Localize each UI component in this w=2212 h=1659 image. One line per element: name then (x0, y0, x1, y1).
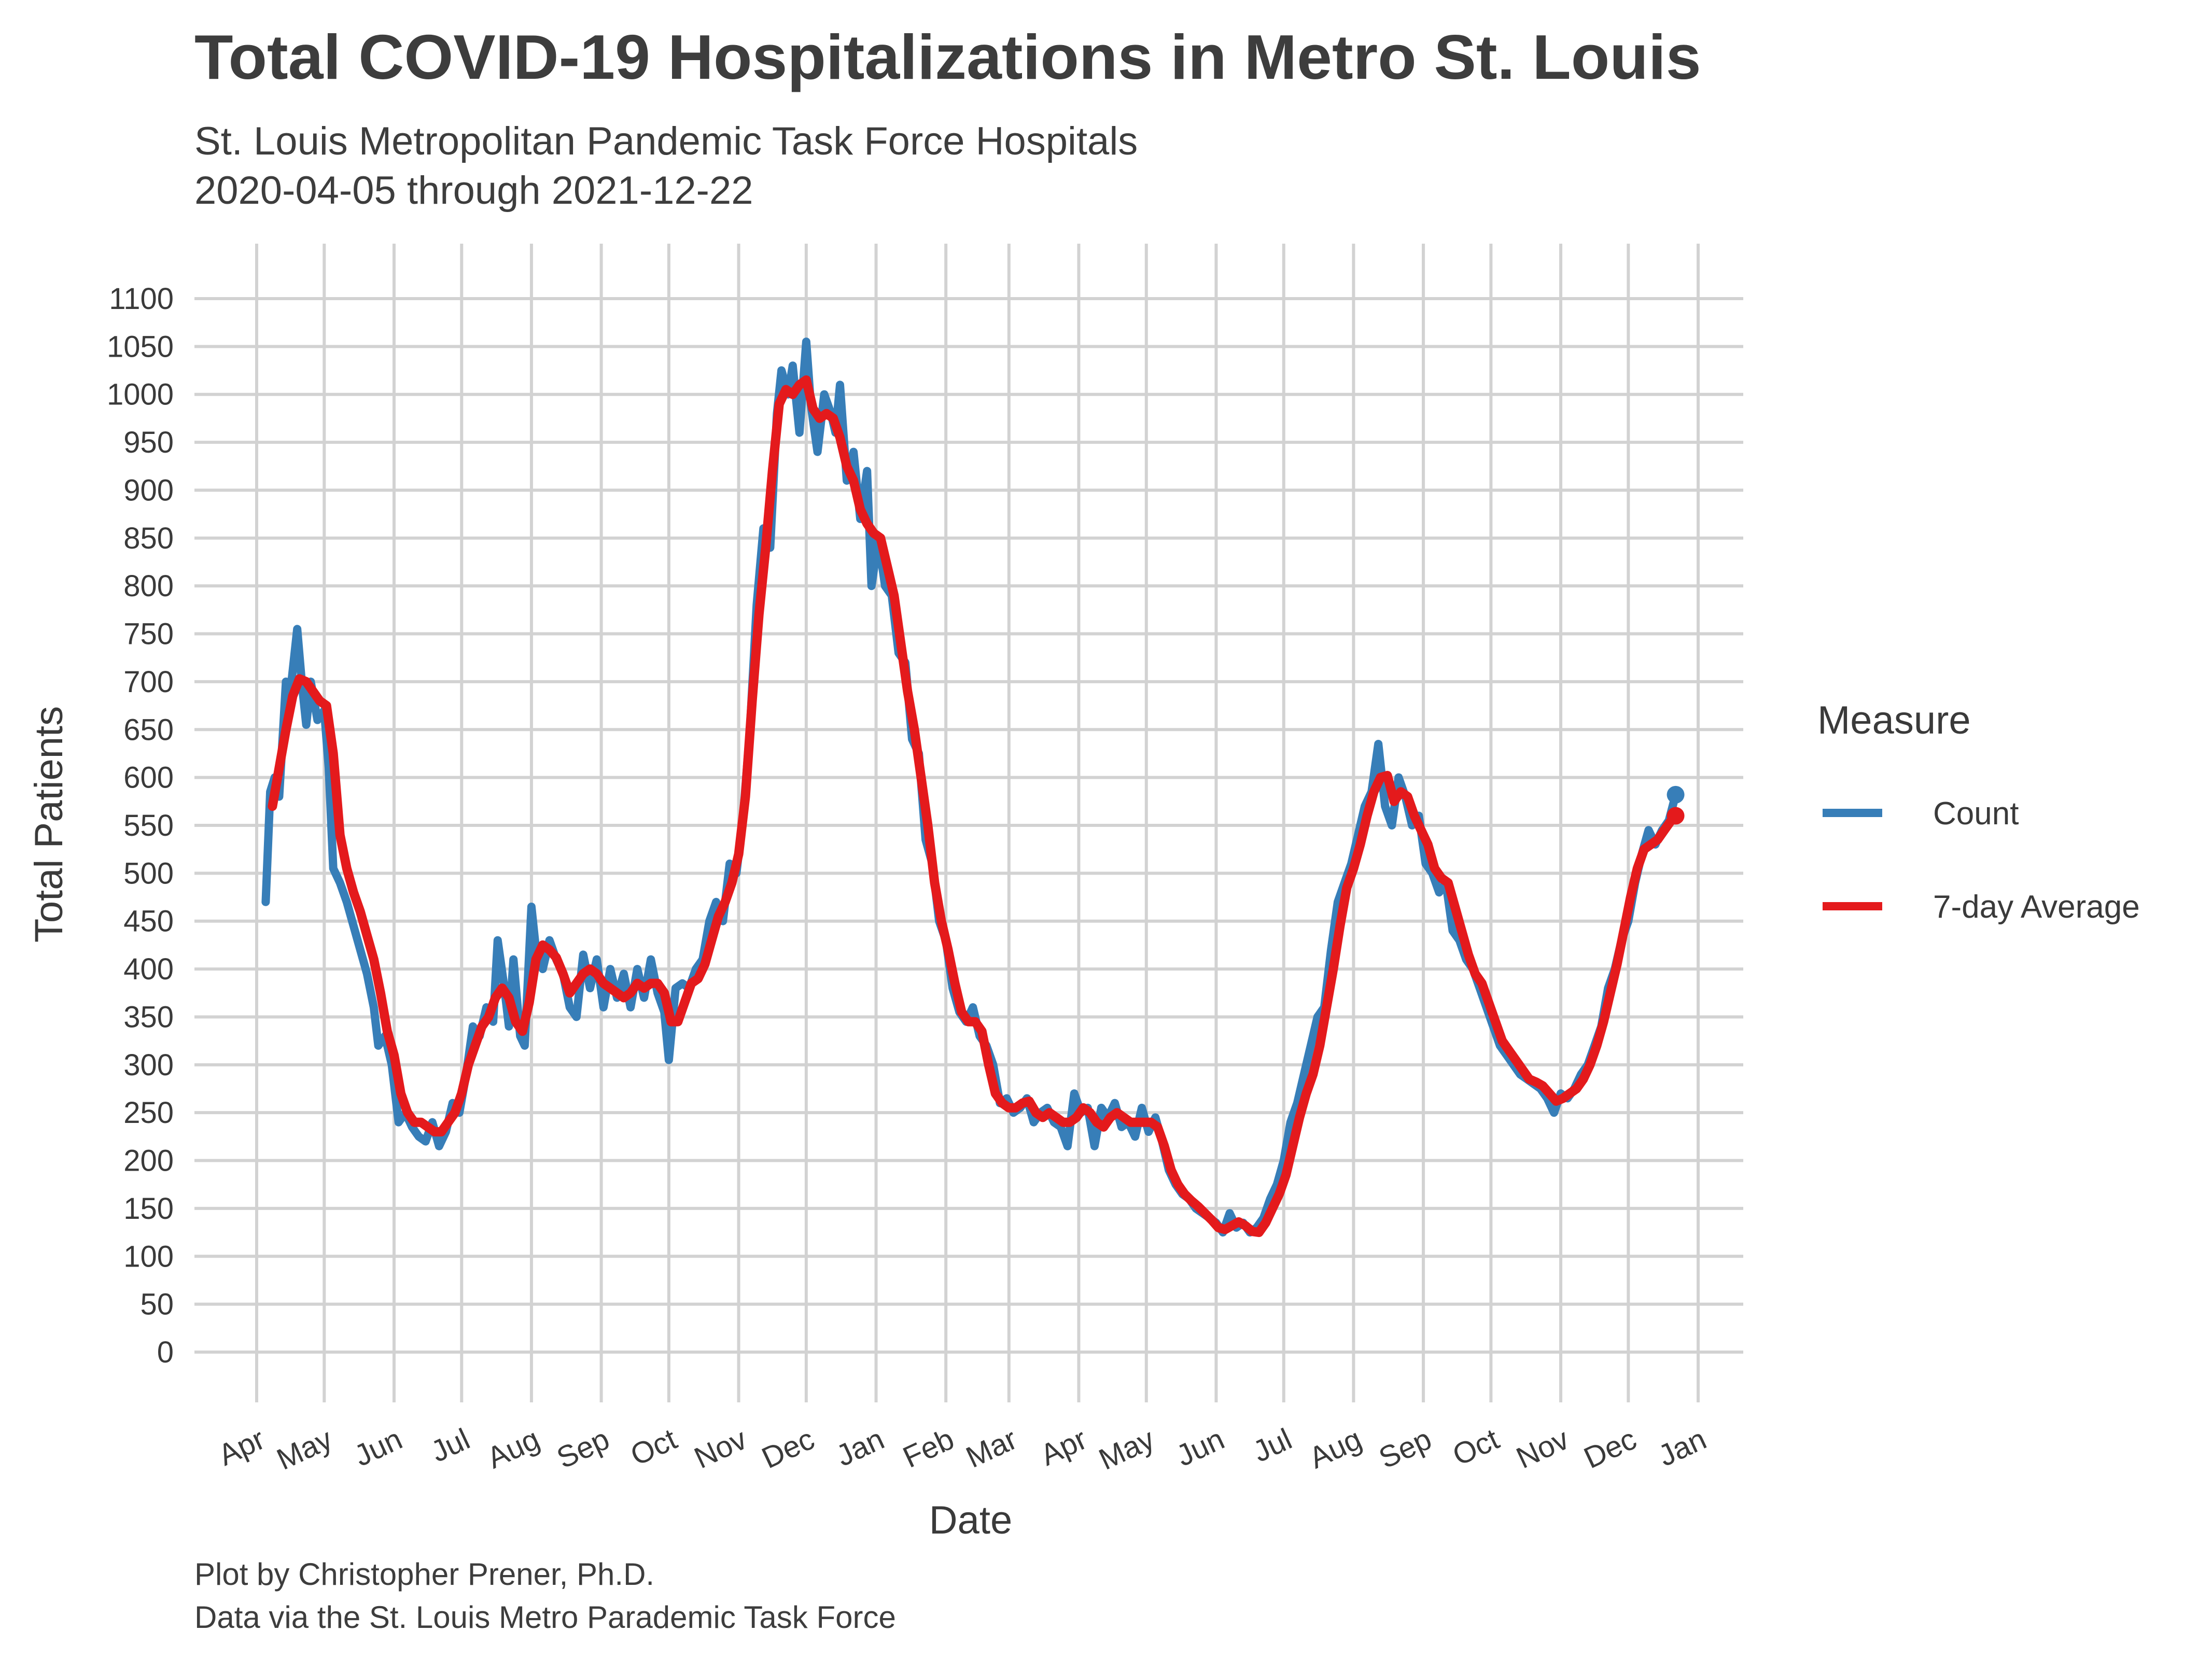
y-tick-label: 800 (123, 569, 174, 603)
y-tick-label: 600 (123, 761, 174, 795)
x-tick-label: May (272, 1422, 338, 1477)
y-tick-label: 200 (123, 1144, 174, 1178)
y-tick-label: 250 (123, 1096, 174, 1130)
x-tick-label: Apr (1035, 1422, 1092, 1472)
legend-label-7-day-average: 7-day Average (1933, 889, 2140, 925)
x-tick-label: Jan (1653, 1422, 1711, 1473)
x-tick-label: Jul (1248, 1422, 1297, 1469)
x-tick-label: Dec (1579, 1422, 1642, 1475)
y-tick-label: 500 (123, 856, 174, 890)
y-tick-label: 300 (123, 1048, 174, 1082)
x-axis-title: Date (929, 1498, 1013, 1542)
y-tick-label: 950 (123, 426, 174, 459)
chart-subtitle: St. Louis Metropolitan Pandemic Task For… (194, 117, 1138, 215)
series-endpoint-7-day-average (1667, 807, 1685, 825)
y-tick-label: 150 (123, 1192, 174, 1226)
x-tick-label: Sep (552, 1422, 614, 1475)
grid (194, 244, 1743, 1402)
chart-caption: Plot by Christopher Prener, Ph.D. Data v… (194, 1553, 896, 1639)
x-tick-label: Jun (349, 1422, 407, 1473)
x-tick-label: Oct (1448, 1422, 1504, 1472)
x-tick-label: Mar (961, 1422, 1022, 1474)
y-tick-label: 1100 (109, 282, 174, 316)
series-endpoint-count (1667, 785, 1685, 804)
legend-label-count: Count (1933, 796, 2019, 832)
y-tick-label: 0 (157, 1335, 174, 1369)
y-tick-label: 350 (123, 1000, 174, 1034)
y-tick-label: 50 (140, 1288, 174, 1321)
y-tick-label: 1000 (107, 378, 174, 412)
series-line-7-day-average (268, 375, 1681, 1238)
chart-title: Total COVID-19 Hospitalizations in Metro… (194, 22, 1701, 92)
series-lines (261, 338, 1685, 1238)
y-tick-label: 700 (123, 665, 174, 699)
y-axis-title: Total Patients (27, 706, 71, 943)
series-line-count (261, 338, 1680, 1237)
x-tick-label: May (1094, 1422, 1159, 1477)
subtitle-line-1: St. Louis Metropolitan Pandemic Task For… (194, 119, 1138, 163)
subtitle-line-2: 2020-04-05 through 2021-12-22 (194, 168, 753, 213)
caption-line-1: Plot by Christopher Prener, Ph.D. (194, 1557, 655, 1592)
legend-title: Measure (1817, 698, 1971, 742)
x-axis-ticks: Apr May Jun Jul Aug Sep Oct Nov Dec Jan Feb Mar Apr M… (213, 1422, 1711, 1477)
x-tick-label: Nov (689, 1422, 752, 1475)
y-axis-ticks: 0 50 100 150 200 250 300 350 400 450 500 550 600 650 7… (107, 282, 174, 1369)
caption-line-2: Data via the St. Louis Metro Parademic T… (194, 1600, 896, 1635)
x-tick-label: Jun (1171, 1422, 1229, 1473)
x-tick-label: Aug (1304, 1422, 1367, 1475)
x-tick-label: Nov (1511, 1422, 1574, 1475)
x-tick-label: Jan (831, 1422, 889, 1473)
y-tick-label: 100 (123, 1240, 174, 1273)
y-tick-label: 650 (123, 713, 174, 747)
y-tick-label: 450 (123, 905, 174, 938)
legend: Measure Count 7-day Average (1817, 698, 2140, 925)
y-tick-label: 550 (123, 809, 174, 842)
x-tick-label: Oct (625, 1422, 682, 1472)
y-tick-label: 1050 (107, 330, 174, 363)
x-tick-label: Aug (482, 1422, 544, 1475)
x-tick-label: Dec (757, 1422, 819, 1475)
y-tick-label: 750 (123, 617, 174, 651)
x-tick-label: Sep (1374, 1422, 1437, 1475)
x-tick-label: Jul (426, 1422, 475, 1469)
x-tick-label: Apr (213, 1422, 270, 1472)
y-tick-label: 850 (123, 522, 174, 555)
x-tick-label: Feb (898, 1422, 959, 1474)
y-tick-label: 900 (123, 473, 174, 507)
y-tick-label: 400 (123, 952, 174, 986)
